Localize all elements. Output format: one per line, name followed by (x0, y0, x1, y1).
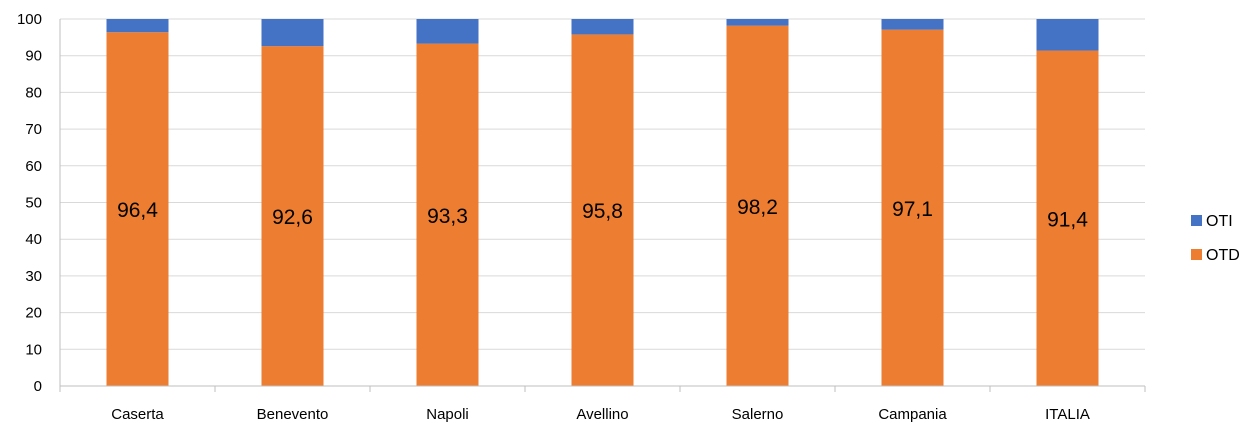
bar-otd (106, 32, 169, 386)
x-tick-label: Campania (878, 406, 947, 423)
y-tick-label: 40 (25, 231, 42, 248)
bar-otd (571, 34, 634, 386)
y-tick-label: 60 (25, 158, 42, 175)
bar-otd (261, 46, 324, 387)
data-labels: 96,4 92,6 93,3 95,8 98,2 97,1 91,4 (117, 196, 1088, 231)
bar-otd (881, 29, 944, 386)
legend: OTI OTD (1191, 213, 1240, 264)
y-tick-label: 90 (25, 48, 42, 65)
x-tick-label: Benevento (257, 406, 329, 423)
x-tick-label: Napoli (426, 406, 469, 423)
bar-oti (881, 19, 944, 30)
y-tick-label: 70 (25, 121, 42, 138)
data-label: 97,1 (892, 198, 933, 221)
legend-label-otd: OTD (1206, 247, 1240, 264)
y-tick-label: 50 (25, 195, 42, 212)
bar-otd (1036, 50, 1099, 386)
data-label: 92,6 (272, 206, 313, 229)
legend-swatch-oti (1191, 215, 1202, 226)
x-tick-label: ITALIA (1045, 406, 1090, 423)
data-label: 95,8 (582, 200, 623, 223)
bar-oti (416, 19, 479, 44)
y-tick-label: 100 (17, 11, 42, 28)
bar-otd (416, 43, 479, 387)
bar-oti (261, 19, 324, 47)
bar-oti (726, 19, 789, 26)
y-tick-label: 80 (25, 84, 42, 101)
data-label: 93,3 (427, 205, 468, 228)
axes: 0 10 20 30 40 50 60 70 80 90 100 Caserta Benevento Na… (17, 11, 1146, 423)
y-tick-label: 0 (34, 378, 42, 395)
legend-label-oti: OTI (1206, 213, 1233, 230)
y-tick-label: 10 (25, 341, 42, 358)
bars (106, 19, 1099, 387)
y-tick-label: 30 (25, 268, 42, 285)
x-tick-label: Caserta (111, 406, 164, 423)
bar-oti (106, 19, 169, 33)
bar-otd (726, 25, 789, 387)
y-tick-label: 20 (25, 305, 42, 322)
bar-oti (571, 19, 634, 35)
x-tick-label: Salerno (732, 406, 784, 423)
data-label: 98,2 (737, 196, 778, 219)
legend-swatch-otd (1191, 249, 1202, 260)
bar-oti (1036, 19, 1099, 51)
x-tick-label: Avellino (576, 406, 628, 423)
data-label: 96,4 (117, 199, 158, 222)
data-label: 91,4 (1047, 208, 1088, 231)
